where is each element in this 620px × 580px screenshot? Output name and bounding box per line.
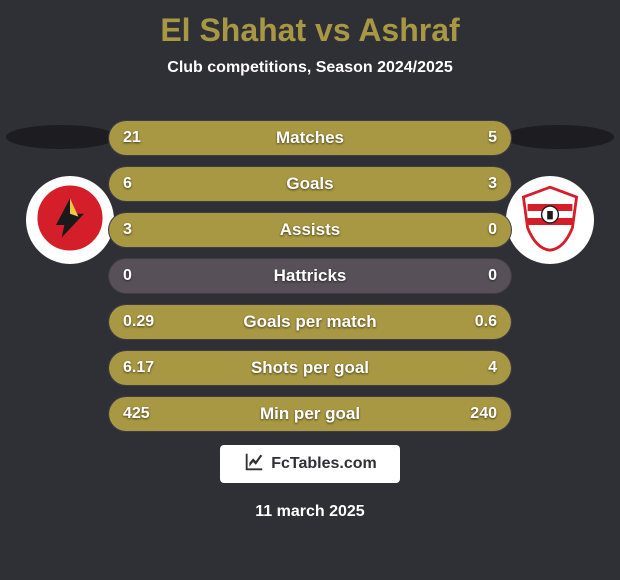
stat-row: 30Assists xyxy=(108,212,512,248)
player-shadow-left xyxy=(6,125,116,149)
stat-label: Hattricks xyxy=(109,259,511,293)
stat-row: 0.290.6Goals per match xyxy=(108,304,512,340)
stat-row: 63Goals xyxy=(108,166,512,202)
brand-text: FcTables.com xyxy=(271,455,377,473)
al-ahly-crest-icon xyxy=(35,183,105,258)
stat-label: Assists xyxy=(109,213,511,247)
page-subtitle: Club competitions, Season 2024/2025 xyxy=(0,59,620,77)
chart-icon xyxy=(243,451,265,478)
zamalek-crest-icon xyxy=(515,183,585,258)
club-badge-left xyxy=(20,170,120,270)
stat-label: Min per goal xyxy=(109,397,511,431)
brand-box: FcTables.com xyxy=(220,445,400,483)
stat-row: 425240Min per goal xyxy=(108,396,512,432)
stat-label: Matches xyxy=(109,121,511,155)
stat-label: Goals per match xyxy=(109,305,511,339)
club-badge-right xyxy=(500,170,600,270)
stat-row: 6.174Shots per goal xyxy=(108,350,512,386)
stat-label: Goals xyxy=(109,167,511,201)
player-shadow-right xyxy=(504,125,614,149)
stat-row: 00Hattricks xyxy=(108,258,512,294)
stat-label: Shots per goal xyxy=(109,351,511,385)
page-title: El Shahat vs Ashraf xyxy=(0,0,620,49)
stats-container: 215Matches 63Goals 30Assists 00Hattricks 0.2… xyxy=(108,120,512,442)
stat-row: 215Matches xyxy=(108,120,512,156)
footer-date: 11 march 2025 xyxy=(0,503,620,521)
